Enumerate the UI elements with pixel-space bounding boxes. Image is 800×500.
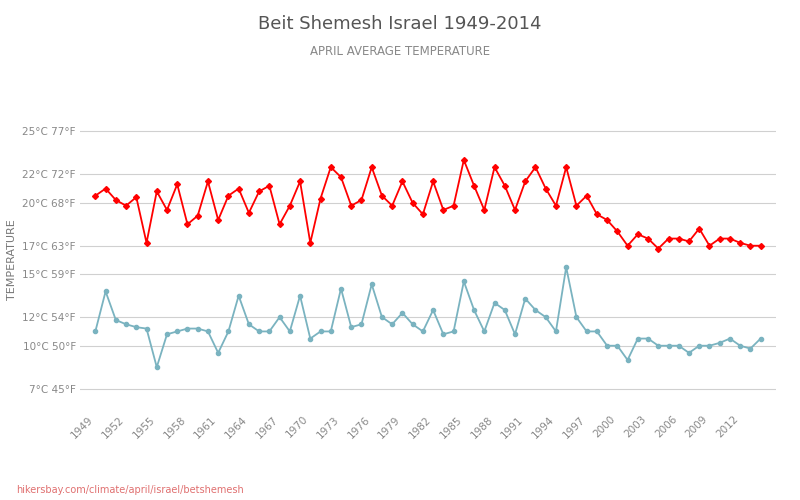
NIGHT (387, 322, 397, 328)
DAY (654, 246, 663, 252)
NIGHT (633, 336, 642, 342)
NIGHT (265, 328, 274, 334)
DAY (387, 202, 397, 208)
NIGHT (142, 326, 151, 332)
Y-axis label: TEMPERATURE: TEMPERATURE (6, 220, 17, 300)
Line: DAY: DAY (94, 158, 762, 250)
DAY (459, 157, 469, 163)
NIGHT (756, 336, 766, 342)
DAY (377, 192, 386, 198)
Text: Beit Shemesh Israel 1949-2014: Beit Shemesh Israel 1949-2014 (258, 15, 542, 33)
DAY (756, 242, 766, 248)
Text: hikersbay.com/climate/april/israel/betshemesh: hikersbay.com/climate/april/israel/betsh… (16, 485, 244, 495)
NIGHT (398, 310, 407, 316)
NIGHT (306, 336, 315, 342)
NIGHT (152, 364, 162, 370)
NIGHT (562, 264, 571, 270)
DAY (142, 240, 151, 246)
DAY (622, 242, 632, 248)
Text: APRIL AVERAGE TEMPERATURE: APRIL AVERAGE TEMPERATURE (310, 45, 490, 58)
Line: NIGHT: NIGHT (94, 265, 762, 369)
NIGHT (90, 328, 100, 334)
DAY (254, 188, 264, 194)
DAY (295, 178, 305, 184)
DAY (90, 192, 100, 198)
